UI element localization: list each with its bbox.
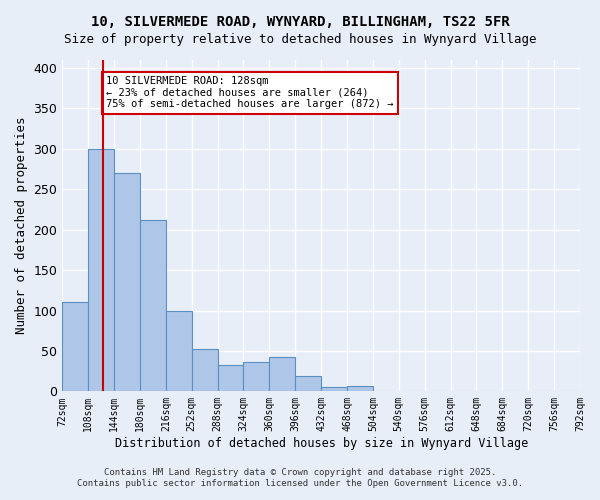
Text: 10, SILVERMEDE ROAD, WYNYARD, BILLINGHAM, TS22 5FR: 10, SILVERMEDE ROAD, WYNYARD, BILLINGHAM… [91,15,509,29]
Bar [218,364,244,392]
Bar [321,388,347,392]
Bar [62,302,88,392]
Bar [347,386,373,392]
Text: 10 SILVERMEDE ROAD: 128sqm
← 23% of detached houses are smaller (264)
75% of sem: 10 SILVERMEDE ROAD: 128sqm ← 23% of deta… [106,76,394,110]
Text: Contains HM Land Registry data © Crown copyright and database right 2025.
Contai: Contains HM Land Registry data © Crown c… [77,468,523,487]
X-axis label: Distribution of detached houses by size in Wynyard Village: Distribution of detached houses by size … [115,437,528,450]
Text: Size of property relative to detached houses in Wynyard Village: Size of property relative to detached ho… [64,32,536,46]
Bar [166,310,192,392]
Bar [192,350,218,392]
Bar [244,362,269,392]
Bar [140,220,166,392]
Bar [295,376,321,392]
Bar [88,149,114,392]
Bar [114,173,140,392]
Y-axis label: Number of detached properties: Number of detached properties [15,117,28,334]
Bar [269,356,295,392]
